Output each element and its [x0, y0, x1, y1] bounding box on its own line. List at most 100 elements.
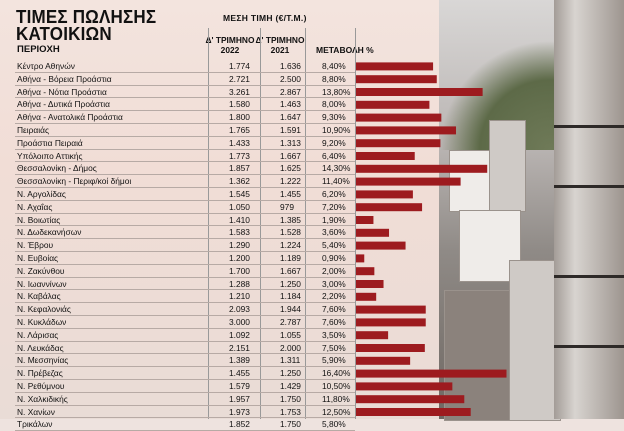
- price-2022: 1.580: [229, 99, 250, 110]
- price-2022: 1.583: [229, 227, 250, 238]
- change-value: 5,40%: [322, 240, 346, 251]
- price-2021: 1.222: [280, 176, 301, 187]
- column-divider: [305, 28, 306, 419]
- price-2022: 3.261: [229, 86, 250, 97]
- table-row: Ν. Μεσσηνίας 1.389 1.311 5,90%: [15, 354, 355, 368]
- change-value: 8,40%: [322, 61, 346, 71]
- change-value: 11,80%: [322, 393, 350, 404]
- table-row: Τρικάλων 1.852 1.750 5,80%: [15, 418, 355, 431]
- table-row: Κέντρο Αθηνών 1.774 1.636 8,40%: [15, 60, 355, 73]
- table-row: Αθήνα - Ανατολικά Προάστια 1.800 1.647 9,30…: [15, 111, 355, 124]
- price-2022: 1.389: [229, 355, 250, 366]
- col-2022-line1: Δ' ΤΡΙΜΗΝΟ: [205, 35, 255, 45]
- change-value: 2,20%: [322, 291, 346, 302]
- change-value: 10,50%: [322, 380, 351, 391]
- price-2022: 2.721: [229, 73, 250, 84]
- region-name: Ν. Κυκλάδων: [17, 316, 67, 327]
- price-2021: 979: [280, 201, 294, 212]
- region-name: Ν. Χανίων: [17, 406, 55, 417]
- price-2021: 2.867: [280, 86, 301, 97]
- price-table: Κέντρο Αθηνών 1.774 1.636 8,40% Αθήνα - Βόρε…: [15, 60, 355, 431]
- region-name: Ν. Ευβοίας: [17, 252, 59, 263]
- region-name: Ν. Πρέβεζας: [17, 368, 63, 379]
- table-row: Ν. Αργολίδας 1.545 1.455 6,20%: [15, 188, 355, 201]
- price-2021: 1.313: [280, 137, 301, 148]
- table-row: Ν. Χανίων 1.973 1.753 12,50%: [15, 406, 355, 419]
- change-value: 7,50%: [322, 342, 346, 353]
- title-line-1: ΤΙΜΕΣ ΠΩΛΗΣΗΣ: [16, 6, 157, 27]
- change-value: 13,80%: [322, 86, 351, 97]
- price-2021: 2.500: [280, 73, 301, 84]
- region-name: Θεσσαλονίκη - Δήμος: [17, 163, 97, 174]
- table-row: Ν. Καβάλας 1.210 1.184 2,20%: [15, 290, 355, 304]
- price-2022: 1.092: [229, 329, 250, 340]
- region-name: Ν. Ιωαννίνων: [17, 278, 67, 289]
- change-header: ΜΕΤΑΒΟΛΗ %: [316, 45, 374, 55]
- col-2021-line1: Δ' ΤΡΙΜΗΝΟ: [255, 35, 305, 45]
- avg-price-header: ΜΕΣΗ ΤΙΜΗ (€/Τ.Μ.): [223, 13, 307, 23]
- table-row: Θεσσαλονίκη - Δήμος 1.857 1.625 14,30%: [15, 162, 355, 176]
- region-name: Πειραιάς: [17, 124, 49, 135]
- region-name: Αθήνα - Νότια Προάστια: [17, 86, 107, 97]
- table-row: Υπόλοιπο Αττικής 1.773 1.667 6,40%: [15, 150, 355, 163]
- building: [489, 120, 526, 212]
- price-2022: 1.433: [229, 137, 250, 148]
- region-name: Ν. Αργολίδας: [17, 188, 66, 199]
- change-value: 10,90%: [322, 124, 351, 135]
- price-2022: 1.857: [229, 163, 250, 174]
- region-name: Ν. Ζακύνθου: [17, 265, 65, 276]
- region-header: ΠΕΡΙΟΧΗ: [17, 44, 60, 55]
- balcony-wall: [554, 0, 624, 419]
- price-2021: 1.528: [280, 227, 301, 238]
- chart-title: ΤΙΜΕΣ ΠΩΛΗΣΗΣ ΚΑΤΟΙΚΙΩΝ: [16, 6, 157, 44]
- change-value: 9,20%: [322, 137, 346, 148]
- price-2021: 1.667: [280, 150, 301, 161]
- price-2021: 1.636: [280, 61, 301, 71]
- price-2021: 1.429: [280, 380, 301, 391]
- table-row: Αθήνα - Δυτικά Προάστια 1.580 1.463 8,00%: [15, 98, 355, 112]
- city-photo: [439, 0, 624, 421]
- table-row: Ν. Δωδεκανήσων 1.583 1.528 3,60%: [15, 226, 355, 240]
- price-2021: 1.625: [280, 163, 301, 174]
- col-2022-line2: 2022: [220, 45, 240, 55]
- price-2022: 1.774: [229, 61, 250, 71]
- price-2022: 1.973: [229, 406, 250, 417]
- change-value: 6,40%: [322, 150, 346, 161]
- price-2022: 2.093: [229, 304, 250, 315]
- price-2022: 1.957: [229, 393, 250, 404]
- region-name: Θεσσαλονίκη - Περιφ/κοί δήμοι: [17, 176, 132, 187]
- price-2021: 2.787: [280, 316, 301, 327]
- price-2022: 1.545: [229, 188, 250, 199]
- price-2021: 1.944: [280, 304, 301, 315]
- price-2021: 1.385: [280, 214, 301, 225]
- region-name: Κέντρο Αθηνών: [17, 61, 75, 71]
- price-2021: 1.750: [280, 393, 301, 404]
- table-row: Ν. Ρεθύμνου 1.579 1.429 10,50%: [15, 380, 355, 393]
- price-2022: 1.773: [229, 150, 250, 161]
- balcony-rail: [554, 125, 624, 128]
- price-2022: 1.455: [229, 368, 250, 379]
- region-name: Αθήνα - Ανατολικά Προάστια: [17, 112, 123, 123]
- title-line-2: ΚΑΤΟΙΚΙΩΝ: [16, 23, 112, 44]
- change-value: 7,60%: [322, 304, 346, 315]
- table-row: Ν. Κεφαλονιάς 2.093 1.944 7,60%: [15, 303, 355, 316]
- region-name: Υπόλοιπο Αττικής: [17, 150, 83, 161]
- change-value: 8,80%: [322, 73, 346, 84]
- region-name: Ν. Λάρισας: [17, 329, 59, 340]
- price-2022: 2.151: [229, 342, 250, 353]
- price-2021: 1.189: [280, 252, 301, 263]
- building: [444, 290, 516, 421]
- col-2021-line2: 2021: [270, 45, 290, 55]
- price-2022: 1.700: [229, 265, 250, 276]
- price-2021: 1.250: [280, 368, 301, 379]
- column-divider: [208, 28, 209, 419]
- column-divider: [355, 28, 356, 419]
- table-row: Ν. Λάρισας 1.092 1.055 3,50%: [15, 329, 355, 342]
- change-value: 3,00%: [322, 278, 346, 289]
- region-name: Ν. Κεφαλονιάς: [17, 304, 71, 315]
- table-row: Θεσσαλονίκη - Περιφ/κοί δήμοι 1.362 1.222 1…: [15, 175, 355, 188]
- price-2022: 1.050: [229, 201, 250, 212]
- change-value: 16,40%: [322, 368, 351, 379]
- price-2021: 1.055: [280, 329, 301, 340]
- region-name: Ν. Μεσσηνίας: [17, 355, 69, 366]
